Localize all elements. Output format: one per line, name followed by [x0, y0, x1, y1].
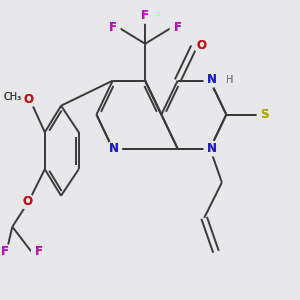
Text: N: N — [206, 73, 217, 86]
Text: F: F — [109, 21, 117, 34]
Circle shape — [204, 72, 219, 87]
Text: F: F — [1, 245, 9, 258]
Text: N: N — [206, 73, 217, 86]
Text: F: F — [141, 9, 149, 22]
Text: O: O — [196, 39, 206, 52]
Text: O: O — [22, 195, 32, 208]
Circle shape — [257, 107, 272, 122]
Text: F: F — [35, 245, 43, 258]
Circle shape — [170, 20, 185, 35]
Text: O: O — [196, 39, 206, 52]
Text: N: N — [206, 142, 217, 155]
Text: O: O — [24, 93, 34, 106]
Circle shape — [21, 92, 36, 107]
Text: F: F — [174, 21, 182, 34]
Circle shape — [0, 244, 12, 259]
Text: N: N — [109, 142, 119, 155]
Text: S: S — [260, 108, 269, 121]
Text: F: F — [141, 9, 149, 22]
Text: N: N — [109, 142, 119, 155]
Text: CH₃: CH₃ — [3, 92, 21, 102]
Circle shape — [138, 8, 152, 23]
Circle shape — [204, 141, 219, 156]
Text: F: F — [174, 21, 182, 34]
Text: H: H — [226, 75, 234, 85]
Text: F: F — [109, 21, 117, 34]
Text: F: F — [35, 245, 43, 258]
Circle shape — [105, 20, 120, 35]
Text: O: O — [22, 195, 32, 208]
Circle shape — [107, 141, 122, 156]
Circle shape — [32, 244, 46, 259]
Text: N: N — [206, 142, 217, 155]
Text: F: F — [1, 245, 9, 258]
Text: O: O — [24, 93, 34, 106]
Circle shape — [20, 194, 34, 209]
Text: CH₃: CH₃ — [3, 92, 21, 102]
Text: S: S — [260, 108, 269, 121]
Circle shape — [194, 38, 208, 52]
Text: H: H — [226, 75, 234, 85]
